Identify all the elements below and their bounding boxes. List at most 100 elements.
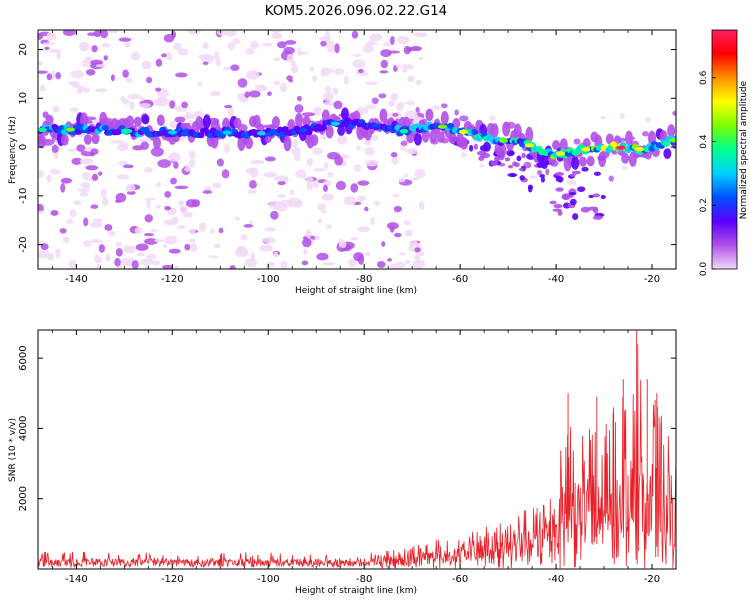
- noise-blob: [273, 251, 279, 258]
- noise-blob: [440, 103, 448, 109]
- noise-blob: [55, 248, 61, 258]
- noise-blob: [454, 109, 459, 116]
- colorbar: 0.0 0.2 0.4 0.6 Normalized spectral amplitu…: [699, 29, 749, 276]
- noise-blob: [270, 210, 279, 220]
- tail-blob: [510, 173, 517, 177]
- noise-blob: [254, 84, 266, 92]
- ridge-halo-blob: [413, 133, 422, 146]
- tail-blob: [587, 206, 598, 211]
- noise-blob: [373, 200, 381, 206]
- noise-blob: [365, 251, 371, 257]
- noise-blob: [107, 230, 116, 237]
- noise-blob: [155, 58, 163, 67]
- noise-blob: [237, 78, 248, 88]
- noise-blob: [155, 87, 162, 92]
- noise-blob: [286, 53, 294, 63]
- noise-blob: [415, 79, 422, 86]
- noise-blob: [392, 112, 399, 117]
- noise-blob: [392, 193, 400, 198]
- tail-blob: [588, 194, 594, 199]
- noise-blob: [357, 226, 370, 233]
- noise-blob: [340, 240, 347, 249]
- noise-blob: [221, 169, 230, 179]
- x-tick-label: -140: [65, 274, 88, 285]
- ridge-halo-blob: [440, 111, 449, 126]
- noise-blob: [227, 42, 236, 50]
- spectrogram-xlabel: Height of straight line (km): [295, 286, 417, 296]
- noise-blob: [406, 147, 418, 155]
- noise-blob: [141, 60, 152, 70]
- noise-blob: [189, 228, 196, 236]
- ridge-halo-blob: [425, 108, 434, 122]
- noise-blob: [334, 68, 345, 75]
- noise-blob: [411, 177, 420, 181]
- x-tick-label: -60: [452, 274, 468, 285]
- noise-blob: [177, 48, 189, 56]
- noise-blob: [370, 216, 375, 226]
- noise-blob: [267, 91, 272, 97]
- ridge-halo-blob: [436, 131, 445, 143]
- noise-blob: [364, 81, 378, 86]
- spectrogram-frame: [37, 29, 677, 270]
- noise-blob: [479, 164, 485, 168]
- tail-blob: [506, 149, 515, 157]
- noise-blob: [232, 37, 241, 45]
- x-tick-label: -100: [257, 274, 280, 285]
- noise-blob: [416, 251, 425, 257]
- noise-blob: [645, 116, 651, 123]
- noise-blob: [173, 265, 179, 269]
- noise-blob: [351, 30, 359, 39]
- noise-blob: [265, 261, 276, 268]
- noise-blob: [248, 180, 257, 189]
- ridge-halo-blob: [452, 117, 461, 129]
- noise-blob: [304, 176, 314, 182]
- ridge-halo-blob: [559, 138, 568, 152]
- noise-blob: [110, 139, 125, 144]
- ridge-halo-blob: [233, 117, 242, 129]
- noise-blob: [178, 200, 185, 207]
- noise-blob: [127, 93, 141, 100]
- ridge-halo-blob: [321, 109, 330, 123]
- noise-blob: [115, 248, 123, 257]
- noise-blob: [164, 205, 171, 211]
- noise-blob: [244, 258, 258, 268]
- noise-blob: [406, 64, 414, 70]
- noise-blob: [46, 73, 53, 81]
- tail-blob: [540, 176, 546, 183]
- noise-blob: [566, 179, 577, 185]
- noise-blob: [224, 104, 233, 109]
- noise-blob: [364, 42, 378, 46]
- noise-blob: [412, 259, 426, 269]
- noise-blob: [150, 147, 164, 157]
- noise-blob: [314, 235, 320, 241]
- noise-blob: [414, 247, 421, 253]
- noise-blob: [264, 227, 277, 232]
- noise-blob: [160, 53, 168, 58]
- noise-blob: [297, 47, 302, 57]
- ridge-halo-blob: [156, 114, 165, 126]
- noise-blob: [42, 42, 56, 46]
- noise-blob: [69, 107, 79, 112]
- noise-blob: [320, 69, 327, 77]
- noise-blob: [46, 174, 52, 183]
- ridge-hotspot: [635, 147, 645, 152]
- noise-blob: [131, 260, 139, 269]
- noise-blob: [393, 205, 402, 213]
- ridge-hotspot: [370, 123, 380, 128]
- noise-blob: [288, 79, 293, 83]
- noise-blob: [371, 135, 379, 142]
- noise-blob: [672, 110, 676, 116]
- ridge-halo-blob: [448, 131, 457, 144]
- noise-blob: [60, 177, 72, 184]
- x-tick-label: -20: [644, 274, 660, 285]
- noise-blob: [87, 32, 97, 37]
- noise-blob: [415, 106, 420, 113]
- tail-blob: [469, 144, 474, 152]
- noise-blob: [55, 71, 61, 80]
- colorbar-tick-label: 0.4: [699, 134, 709, 149]
- noise-blob: [138, 103, 151, 108]
- noise-blob: [387, 258, 392, 262]
- noise-blob: [371, 97, 379, 105]
- noise-blob: [364, 206, 369, 212]
- ridge-halo-blob: [482, 141, 491, 152]
